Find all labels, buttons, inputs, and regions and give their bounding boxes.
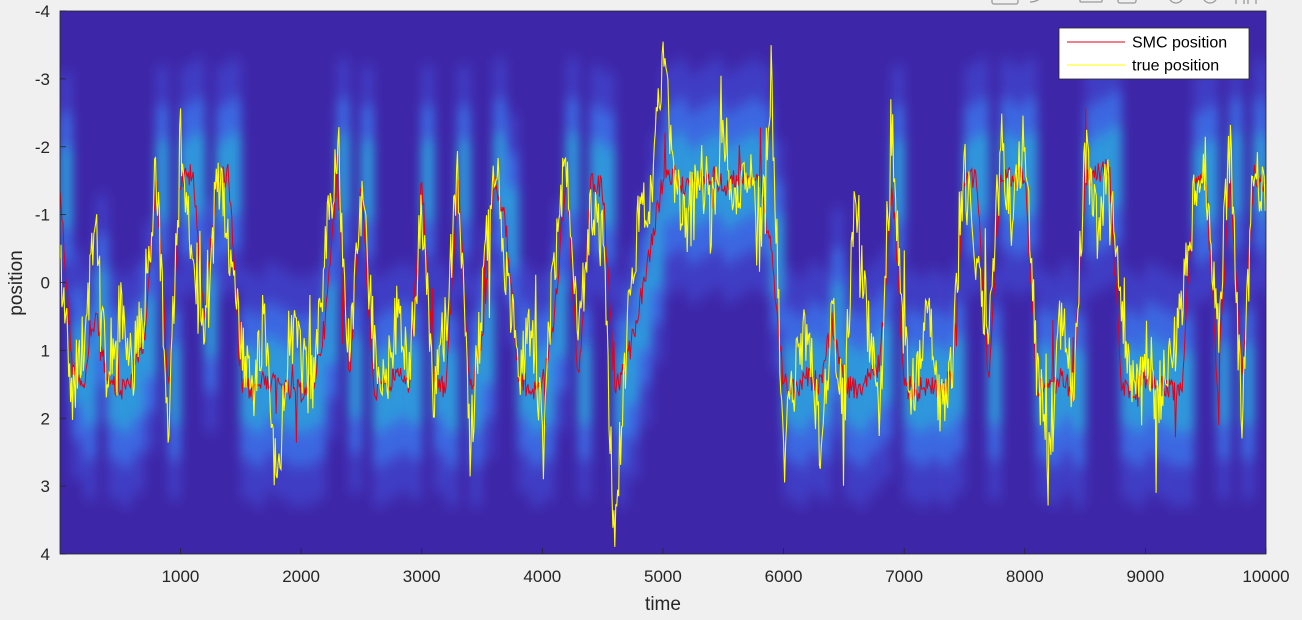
density-band — [613, 351, 628, 432]
y-tick-label: 3 — [41, 477, 50, 496]
x-tick-label: 3000 — [403, 567, 441, 586]
density-band — [1023, 133, 1038, 214]
zoom-out-icon[interactable] — [1203, 0, 1217, 4]
density-band — [1096, 133, 1111, 214]
density-band — [275, 344, 291, 425]
density-band — [625, 323, 640, 404]
density-band — [493, 133, 508, 214]
home-icon[interactable] — [1235, 0, 1257, 4]
zoom-in-icon[interactable] — [1169, 0, 1183, 4]
x-tick-label: 8000 — [1006, 567, 1044, 586]
density-band — [179, 140, 194, 221]
density-band — [951, 337, 966, 418]
x-axis-label: time — [645, 594, 681, 615]
density-band — [420, 140, 435, 221]
density-band — [589, 140, 604, 221]
density-band — [227, 133, 242, 214]
x-tick-label: 1000 — [162, 567, 200, 586]
x-tick-label: 9000 — [1126, 567, 1164, 586]
density-band — [348, 337, 363, 418]
density-band — [444, 351, 459, 432]
density-band — [360, 140, 375, 221]
plot-area — [59, 10, 1267, 555]
density-band — [1265, 147, 1266, 228]
true-position-line — [60, 41, 1266, 547]
density-band — [119, 351, 134, 432]
y-axis-ticks: -4 -3 -2 -1 0 1 2 3 4 — [35, 2, 66, 564]
density-band — [637, 269, 652, 350]
density-band — [794, 351, 809, 432]
density-band — [408, 344, 423, 425]
smc-position-line — [60, 107, 1266, 443]
density-band — [456, 140, 471, 221]
datatip-icon[interactable] — [1079, 0, 1103, 3]
export-icon[interactable] — [991, 0, 1019, 5]
density-band — [1252, 133, 1266, 214]
density-band — [649, 208, 664, 289]
brush-icon[interactable] — [1029, 0, 1042, 3]
density-band — [324, 283, 339, 364]
density-band — [1168, 351, 1183, 432]
density-band — [782, 344, 797, 425]
legend-entry-true-position: true position — [1132, 58, 1219, 75]
density-band — [1180, 351, 1195, 432]
y-axis-label: position — [6, 250, 27, 316]
density-band — [481, 303, 496, 384]
legend-entry-smc-position: SMC position — [1132, 35, 1227, 52]
x-axis-ticks: 1000 2000 3000 4000 5000 6000 7000 8000 9000 1000… — [162, 548, 1290, 586]
density-band — [577, 344, 592, 425]
y-tick-label: -3 — [35, 70, 50, 89]
density-band — [505, 188, 520, 269]
density-band — [60, 147, 73, 228]
x-tick-label: 6000 — [765, 567, 803, 586]
x-tick-label: 10000 — [1242, 567, 1289, 586]
density-band — [601, 147, 616, 228]
density-band — [963, 140, 978, 221]
y-tick-label: -1 — [35, 206, 50, 225]
density-band — [1108, 127, 1123, 208]
density-band — [975, 133, 990, 214]
x-tick-label: 4000 — [523, 567, 561, 586]
legend[interactable]: SMC position true position — [1058, 27, 1250, 80]
y-tick-label: -2 — [35, 138, 50, 157]
series-lines — [60, 41, 1266, 547]
y-tick-label: 1 — [41, 341, 50, 360]
density-band — [263, 337, 278, 418]
density-band — [915, 351, 930, 432]
density-band — [891, 140, 906, 221]
x-tick-label: 2000 — [282, 567, 320, 586]
density-band — [1072, 351, 1087, 432]
y-tick-label: 2 — [41, 409, 50, 428]
pan-icon[interactable] — [1117, 0, 1137, 4]
density-band — [1204, 140, 1219, 221]
density-band — [565, 133, 580, 214]
legend-box — [1058, 27, 1250, 80]
x-tick-label: 7000 — [885, 567, 923, 586]
x-tick-label: 5000 — [644, 567, 682, 586]
density-band — [1216, 344, 1231, 425]
y-tick-label: 4 — [41, 545, 50, 564]
y-tick-label: -4 — [35, 2, 50, 21]
density-band — [746, 133, 761, 214]
density-band — [987, 344, 1002, 425]
y-tick-label: 0 — [41, 274, 50, 293]
density-band — [1084, 140, 1099, 221]
density-band — [191, 133, 206, 214]
density-band — [529, 351, 544, 432]
axes-toolbar[interactable] — [991, 0, 1257, 5]
density-band — [866, 337, 882, 418]
density-band — [903, 344, 918, 425]
density-band — [553, 276, 568, 357]
